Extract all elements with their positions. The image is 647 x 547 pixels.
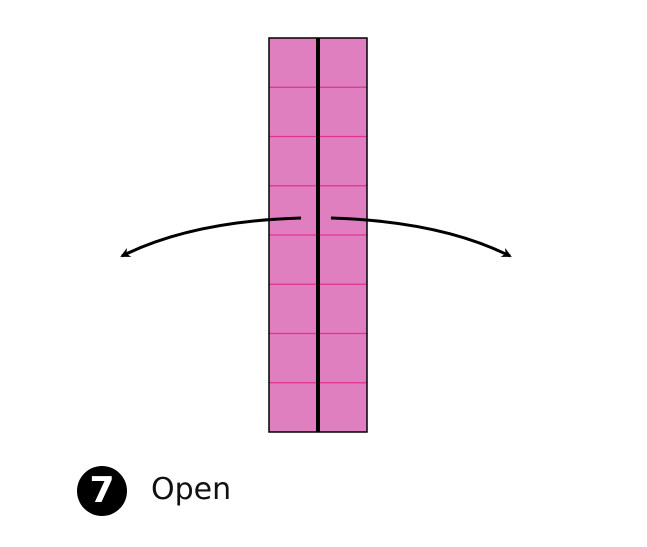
open-left-arrow: [120, 216, 302, 258]
step-instruction: Open: [151, 472, 232, 507]
paper-strip: [268, 37, 368, 433]
open-right-arrow: [330, 216, 512, 258]
step-number-badge: 7: [77, 466, 127, 516]
